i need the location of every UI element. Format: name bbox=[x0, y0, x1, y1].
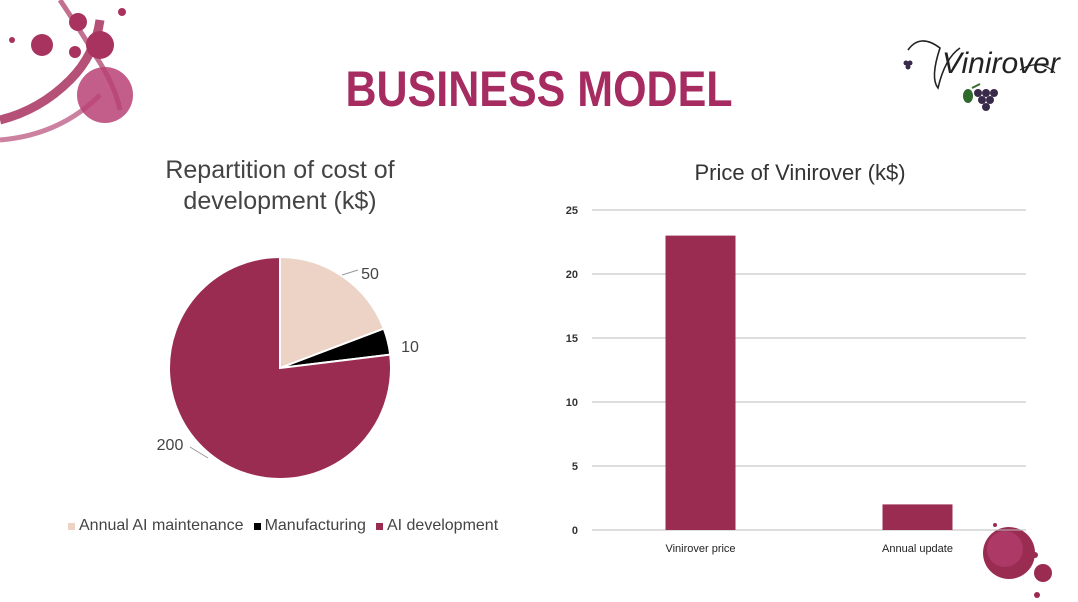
small-grapes-icon bbox=[903, 60, 913, 70]
legend-label: Annual AI maintenance bbox=[79, 517, 244, 534]
y-tick-label: 20 bbox=[566, 269, 578, 281]
y-tick-label: 10 bbox=[566, 397, 578, 409]
bar-chart-title: Price of Vinirover (k$) bbox=[694, 160, 906, 185]
y-tick-label: 15 bbox=[566, 333, 578, 345]
y-tick-label: 5 bbox=[572, 461, 578, 473]
legend-item: Manufacturing bbox=[253, 517, 366, 535]
pie-chart-title: Repartition of cost of development (k$) bbox=[165, 156, 395, 215]
y-tick-label: 25 bbox=[566, 205, 578, 217]
legend-swatch bbox=[375, 522, 383, 530]
legend-item: Annual AI maintenance bbox=[68, 517, 244, 535]
slide-title: BUSINESS MODEL bbox=[345, 61, 733, 117]
x-tick-label: Annual update bbox=[882, 543, 953, 555]
legend-label: Manufacturing bbox=[264, 517, 366, 534]
legend-swatch bbox=[68, 522, 75, 530]
bar-chart: 0 5 10 15 20 25 Vinirover price Annual update bbox=[566, 205, 1026, 555]
legend-swatch bbox=[253, 522, 261, 530]
pie-slice bbox=[279, 255, 386, 370]
pie-data-label: 200 bbox=[157, 437, 184, 454]
wine-stain-top-left bbox=[0, 0, 133, 143]
pie-data-label: 10 bbox=[401, 339, 419, 356]
legend-item: AI development bbox=[375, 517, 499, 535]
logo-text: Vinirover bbox=[942, 47, 1061, 80]
pie-leader-line bbox=[189, 446, 209, 459]
grapes-icon bbox=[963, 83, 998, 111]
y-tick-label: 0 bbox=[572, 525, 578, 537]
vinirover-logo: Vinirover bbox=[903, 40, 1061, 111]
pie-leader-line bbox=[341, 269, 359, 276]
pie-slice bbox=[168, 255, 392, 480]
legend-label: AI development bbox=[386, 517, 499, 534]
pie-legend: Annual AI maintenance Manufacturing AI d… bbox=[68, 517, 498, 535]
wine-stain-bottom-right bbox=[983, 523, 1052, 598]
x-tick-label: Vinirover price bbox=[665, 543, 735, 555]
bar bbox=[665, 235, 736, 530]
pie-data-label: 50 bbox=[361, 266, 379, 283]
pie-chart: 50 10 200 bbox=[157, 255, 419, 480]
bar bbox=[882, 504, 953, 530]
